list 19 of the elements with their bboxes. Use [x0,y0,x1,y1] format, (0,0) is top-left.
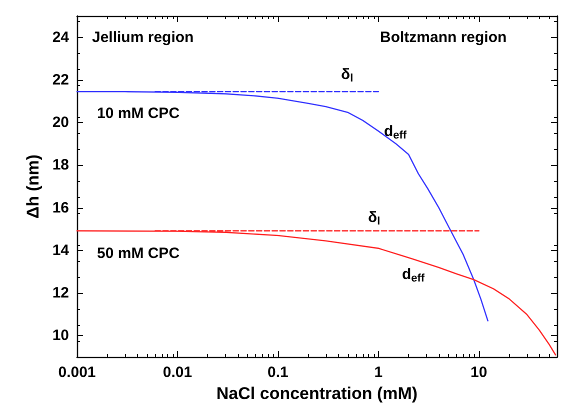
y-tick-label: 18 [52,156,69,174]
annotation: Jellium region [92,29,194,46]
annotation: Boltzmann region [380,29,507,46]
x-tick-label: 0.1 [267,364,288,381]
x-tick-label: 0.001 [58,364,96,381]
y-tick-label: 22 [52,71,69,88]
x-tick-label: 0.01 [162,364,192,381]
y-tick-label: 10 [52,327,69,344]
annotation: 10 mM CPC [97,105,180,122]
y-tick-label: 16 [52,199,69,216]
x-tick-label: 10 [470,364,488,381]
y-tick-label: 24 [52,28,70,46]
x-tick-label: 1 [374,364,383,381]
y-tick-label: 12 [52,284,69,302]
x-axis-title: NaCl concentration (mM) [216,384,418,403]
annotation: 50 mM CPC [97,245,180,262]
y-tick-label: 14 [52,242,70,259]
y-axis-title: Δh (nm) [23,154,42,219]
y-tick-label: 20 [52,114,69,132]
